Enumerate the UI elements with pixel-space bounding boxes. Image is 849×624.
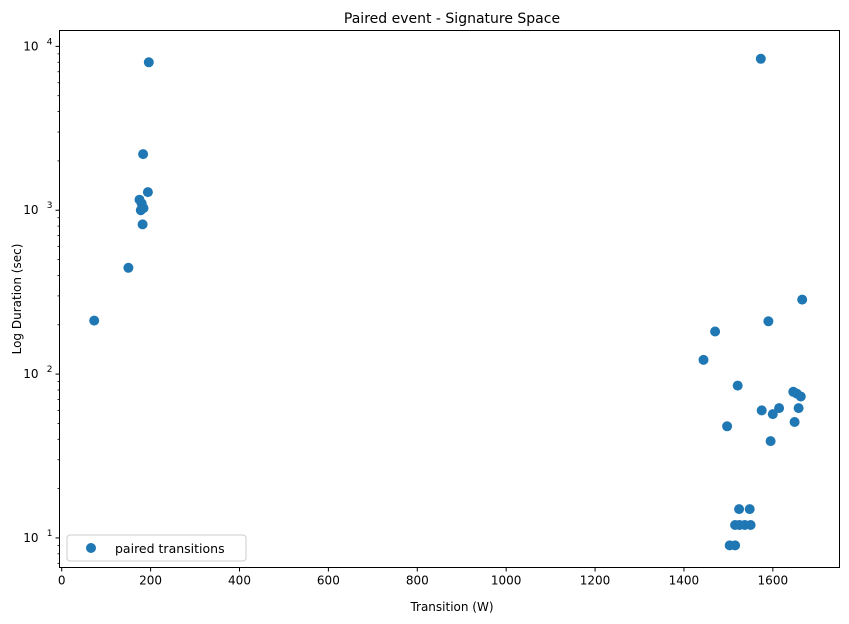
x-tick-label: 800 xyxy=(406,574,429,588)
data-point xyxy=(789,417,800,427)
x-axis-label: Transition (W) xyxy=(409,600,493,614)
data-point xyxy=(756,405,767,416)
y-tick-label: 10 xyxy=(23,531,38,545)
y-tick-exponent: 3 xyxy=(47,201,53,211)
x-tick-label: 600 xyxy=(317,574,340,588)
data-point xyxy=(143,57,154,68)
data-point xyxy=(89,315,100,326)
y-tick-label: 10 xyxy=(23,367,38,381)
x-tick-label: 400 xyxy=(228,574,251,588)
data-points xyxy=(89,53,808,551)
data-point xyxy=(744,504,755,515)
data-point xyxy=(774,403,785,414)
data-point xyxy=(730,540,741,551)
data-point xyxy=(793,403,804,414)
data-point xyxy=(755,53,766,64)
y-axis: 10 1 10 2 10 3 10 4 xyxy=(23,37,60,564)
data-point xyxy=(767,409,778,420)
y-tick-label: 10 xyxy=(23,39,38,53)
chart-title: Paired event - Signature Space xyxy=(344,11,560,27)
legend-marker xyxy=(86,543,96,553)
data-point xyxy=(795,391,806,402)
y-tick-exponent: 4 xyxy=(47,37,53,47)
data-point xyxy=(765,436,776,447)
data-point xyxy=(138,149,149,160)
data-point xyxy=(137,219,148,230)
x-tick-label: 1000 xyxy=(491,574,522,588)
x-axis: 0 200 400 600 800 1000 1200 1400 1600 xyxy=(58,567,789,588)
plot-area xyxy=(59,30,840,568)
y-tick-label: 10 xyxy=(23,203,38,217)
data-point xyxy=(722,421,733,432)
data-point xyxy=(797,294,808,305)
data-point xyxy=(138,203,149,214)
plot-frame xyxy=(59,30,840,568)
legend-label: paired transitions xyxy=(115,541,225,556)
y-axis-label: Log Duration (sec) xyxy=(10,244,24,355)
x-tick-label: 1400 xyxy=(669,574,700,588)
y-tick-exponent: 2 xyxy=(47,365,53,375)
data-point xyxy=(698,354,709,365)
data-point xyxy=(763,316,774,327)
data-point xyxy=(710,326,721,337)
y-tick-exponent: 1 xyxy=(47,529,53,539)
x-tick-label: 0 xyxy=(58,574,66,588)
data-point xyxy=(732,380,743,391)
x-tick-label: 1600 xyxy=(758,574,789,588)
legend: paired transitions xyxy=(66,534,247,562)
legend-frame xyxy=(66,534,247,562)
data-point xyxy=(745,520,756,530)
x-tick-label: 200 xyxy=(139,574,162,588)
data-point xyxy=(123,262,134,273)
data-point xyxy=(142,187,153,198)
x-tick-label: 1200 xyxy=(580,574,611,588)
data-point xyxy=(734,504,745,515)
